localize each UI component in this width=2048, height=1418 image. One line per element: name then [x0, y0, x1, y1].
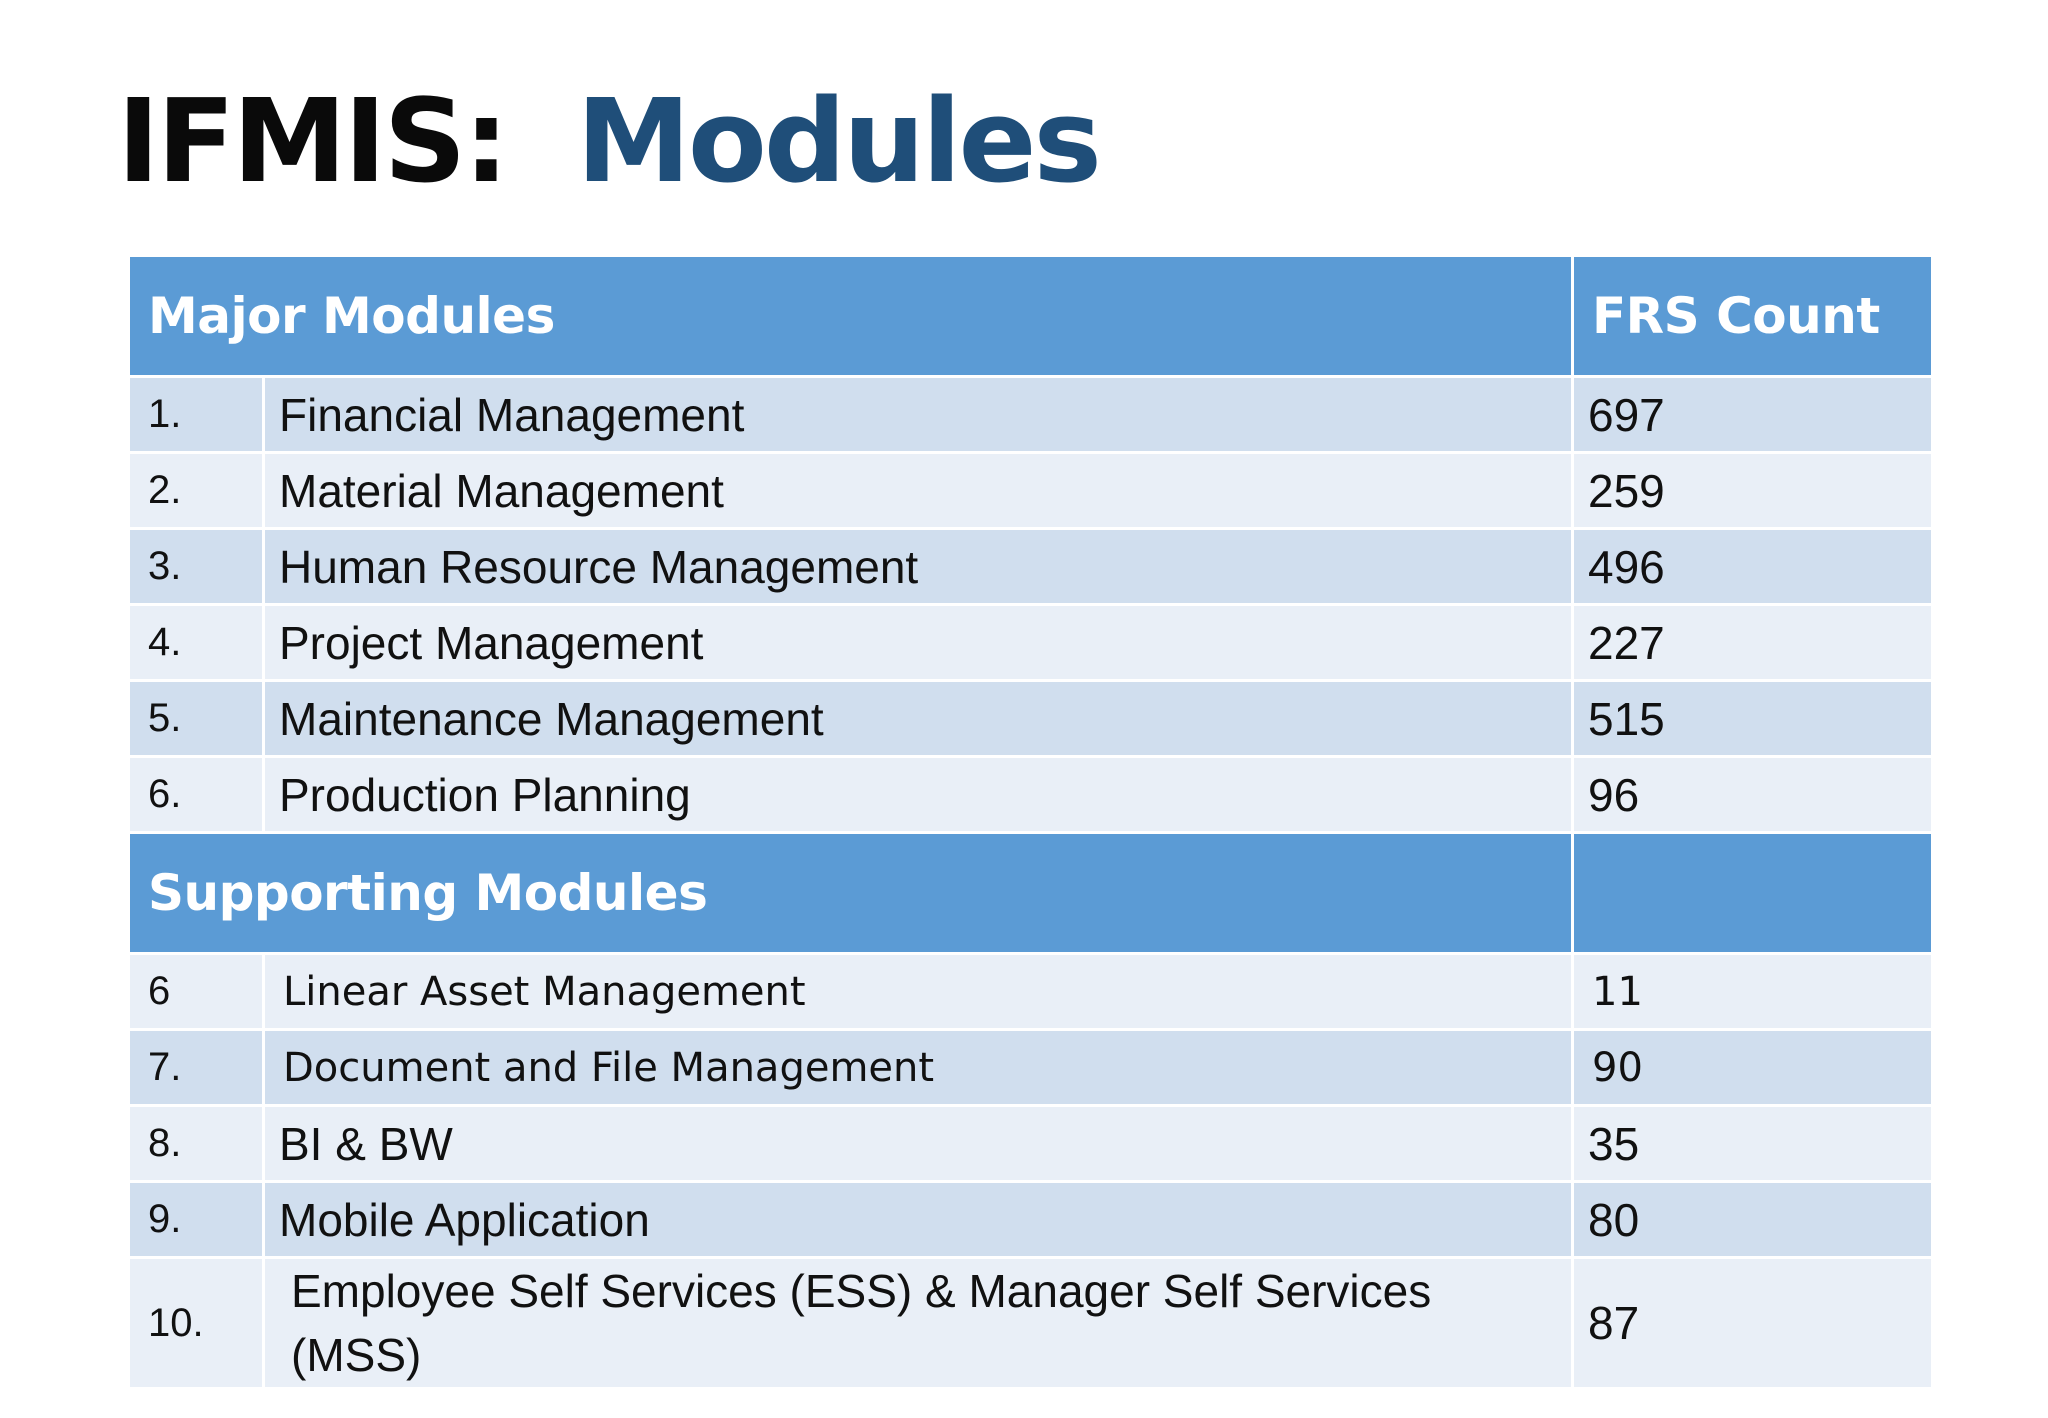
module-name: Employee Self Services (ESS) & Manager S…: [261, 1256, 1575, 1390]
module-name: Mobile Application: [261, 1180, 1575, 1259]
table-row: 7. Document and File Management 90: [127, 1028, 1935, 1107]
table-row: 5. Maintenance Management 515: [127, 679, 1935, 758]
table-row: 10. Employee Self Services (ESS) & Manag…: [127, 1256, 1935, 1390]
module-name: Production Planning: [261, 755, 1575, 834]
frs-count: 227: [1571, 603, 1935, 682]
row-number: 6.: [127, 755, 265, 834]
modules-table: Major Modules FRS Count 1. Financial Man…: [126, 254, 1935, 1390]
table-row: 3. Human Resource Management 496: [127, 527, 1935, 606]
frs-count: 35: [1571, 1104, 1935, 1183]
module-name: Material Management: [261, 451, 1575, 530]
table-row: 2. Material Management 259: [127, 451, 1935, 530]
table-row: 8. BI & BW 35: [127, 1104, 1935, 1183]
major-modules-header-row: Major Modules FRS Count: [126, 254, 1935, 378]
module-name: Financial Management: [261, 375, 1575, 454]
slide-title: IFMIS: Modules: [117, 72, 1102, 212]
row-number: 6: [127, 952, 265, 1031]
frs-count: 697: [1571, 375, 1935, 454]
module-name: Human Resource Management: [261, 527, 1575, 606]
module-name: Maintenance Management: [261, 679, 1575, 758]
title-main: Modules: [576, 75, 1101, 209]
title-prefix: IFMIS:: [117, 75, 509, 209]
row-number: 1.: [127, 375, 265, 454]
frs-count: 80: [1571, 1180, 1935, 1259]
frs-count: 259: [1571, 451, 1935, 530]
table-row: 4. Project Management 227: [127, 603, 1935, 682]
supporting-modules-header: Supporting Modules: [126, 831, 1575, 955]
row-number: 5.: [127, 679, 265, 758]
table-row: 6 Linear Asset Management 11: [127, 952, 1935, 1031]
module-name: Linear Asset Management: [261, 952, 1575, 1031]
module-name: BI & BW: [261, 1104, 1575, 1183]
row-number: 2.: [127, 451, 265, 530]
row-number: 3.: [127, 527, 265, 606]
row-number: 8.: [127, 1104, 265, 1183]
table-row: 1. Financial Management 697: [127, 375, 1935, 454]
major-modules-header: Major Modules: [126, 254, 1575, 378]
frs-count: 515: [1571, 679, 1935, 758]
frs-count: 11: [1571, 952, 1935, 1031]
frs-count: 90: [1571, 1028, 1935, 1107]
row-number: 4.: [127, 603, 265, 682]
row-number: 10.: [127, 1256, 265, 1390]
module-name: Project Management: [261, 603, 1575, 682]
frs-count-header: FRS Count: [1571, 254, 1935, 378]
supporting-count-header-empty: [1571, 831, 1935, 955]
row-number: 7.: [127, 1028, 265, 1107]
module-name: Document and File Management: [261, 1028, 1575, 1107]
table-row: 9. Mobile Application 80: [127, 1180, 1935, 1259]
row-number: 9.: [127, 1180, 265, 1259]
frs-count: 87: [1571, 1256, 1935, 1390]
supporting-modules-header-row: Supporting Modules: [126, 831, 1935, 955]
frs-count: 496: [1571, 527, 1935, 606]
table-row: 6. Production Planning 96: [127, 755, 1935, 834]
frs-count: 96: [1571, 755, 1935, 834]
